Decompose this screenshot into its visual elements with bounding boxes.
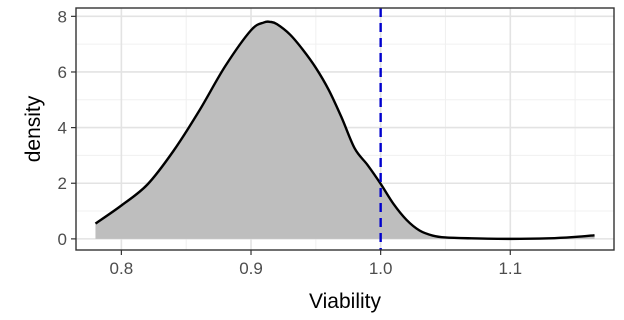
density-line [94,20,595,241]
plot-border [75,7,615,251]
y-tick-label: 0 [58,230,67,249]
x-tick-label: 0.8 [110,259,134,278]
y-tick-label: 8 [58,7,67,26]
x-tick-label: 1.0 [369,259,393,278]
y-axis-title: density [22,95,45,162]
x-tick-label: 1.1 [498,259,522,278]
y-tick-label: 4 [58,119,67,138]
y-tick-label: 2 [58,174,67,193]
axes: 0.8 0.9 1.0 1.1 0 2 4 6 8 [58,7,523,278]
y-tick-label: 6 [58,63,67,82]
x-tick-label: 0.9 [239,259,263,278]
x-axis-title: Viability [309,290,381,313]
